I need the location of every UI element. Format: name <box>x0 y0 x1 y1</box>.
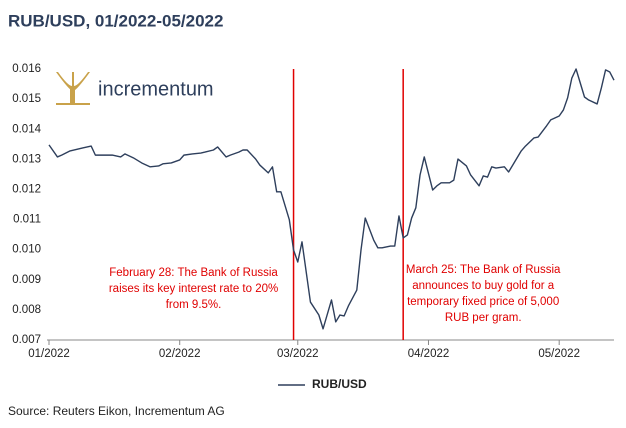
y-tick-label: 0.007 <box>12 334 41 346</box>
x-tick-label: 05/2022 <box>538 348 580 360</box>
y-tick-label: 0.010 <box>12 244 41 256</box>
y-tick-label: 0.012 <box>12 183 41 195</box>
y-tick-label: 0.008 <box>12 304 41 316</box>
series-line <box>48 68 615 330</box>
annotation: RUB per gram. <box>445 312 522 324</box>
logo-text: incrementum <box>98 78 214 100</box>
x-tick-label: 04/2022 <box>408 348 450 360</box>
annotation: temporary fixed price of 5,000 <box>407 296 559 308</box>
legend-label: RUB/USD <box>312 377 367 391</box>
annotation: from 9.5%. <box>166 299 222 311</box>
y-tick-label: 0.014 <box>12 123 41 135</box>
chart-title: RUB/USD, 01/2022-05/2022 <box>8 11 223 30</box>
logo-icon <box>56 72 90 105</box>
y-tick-label: 0.013 <box>12 153 41 165</box>
annotation: announces to buy gold for a <box>412 280 555 292</box>
source: Source: Reuters Eikon, Incrementum AG <box>8 404 225 418</box>
y-tick-label: 0.015 <box>12 93 41 105</box>
x-tick-label: 01/2022 <box>28 348 70 360</box>
annotation: raises its key interest rate to 20% <box>109 283 278 295</box>
y-tick-label: 0.011 <box>13 214 41 226</box>
annotation: March 25: The Bank of Russia <box>406 264 561 276</box>
x-tick-label: 02/2022 <box>159 348 201 360</box>
y-tick-label: 0.009 <box>12 274 41 286</box>
y-tick-label: 0.016 <box>12 63 41 75</box>
x-tick-label: 03/2022 <box>277 348 319 360</box>
annotation: February 28: The Bank of Russia <box>109 267 278 279</box>
